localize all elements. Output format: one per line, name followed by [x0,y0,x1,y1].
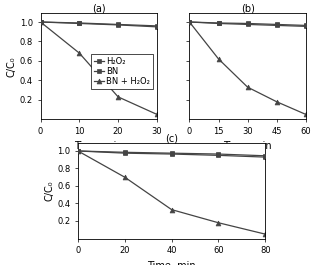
Title: (a): (a) [92,3,105,13]
BN [116,23,120,27]
H₂O₂ [304,24,308,27]
X-axis label: Time, min: Time, min [223,142,272,151]
Line: H₂O₂: H₂O₂ [76,149,268,158]
Line: BN: BN [187,20,308,29]
BN + H₂O₂ [170,208,173,211]
Line: BN: BN [38,20,159,29]
H₂O₂ [39,20,42,24]
H₂O₂ [217,152,220,156]
Y-axis label: C/C₀: C/C₀ [44,180,54,201]
H₂O₂ [246,22,250,25]
BN [246,23,250,26]
BN [304,25,308,28]
BN + H₂O₂ [77,51,81,55]
BN + H₂O₂ [188,20,191,24]
H₂O₂ [188,20,191,24]
BN + H₂O₂ [263,232,267,236]
Line: H₂O₂: H₂O₂ [187,20,308,28]
BN [39,20,42,24]
BN [188,20,191,24]
BN [155,25,159,28]
X-axis label: Time, min: Time, min [147,261,196,265]
H₂O₂ [116,23,120,26]
BN + H₂O₂ [116,95,120,99]
X-axis label: Time, min: Time, min [74,142,123,151]
BN + H₂O₂ [76,149,80,153]
Legend: H₂O₂, BN, BN + H₂O₂: H₂O₂, BN, BN + H₂O₂ [91,54,153,89]
BN + H₂O₂ [39,20,42,24]
H₂O₂ [77,21,81,25]
BN [263,156,267,159]
BN [217,154,220,157]
BN + H₂O₂ [246,86,250,89]
BN + H₂O₂ [123,176,127,179]
H₂O₂ [76,149,80,153]
BN [170,152,173,156]
BN + H₂O₂ [217,57,220,60]
BN + H₂O₂ [304,113,308,116]
BN [123,152,127,155]
H₂O₂ [123,151,127,154]
BN + H₂O₂ [155,113,159,116]
Title: (b): (b) [241,3,255,13]
H₂O₂ [263,154,267,157]
Title: (c): (c) [165,133,178,143]
Line: H₂O₂: H₂O₂ [38,20,159,28]
Line: BN + H₂O₂: BN + H₂O₂ [76,149,268,237]
H₂O₂ [155,24,159,28]
BN [217,22,220,25]
BN [76,149,80,153]
BN + H₂O₂ [217,221,220,224]
BN [77,22,81,25]
Line: BN: BN [76,149,268,160]
Line: BN + H₂O₂: BN + H₂O₂ [187,20,308,117]
BN [275,24,279,27]
Y-axis label: C/C₀: C/C₀ [7,56,17,77]
BN + H₂O₂ [275,100,279,103]
H₂O₂ [170,152,173,155]
H₂O₂ [275,23,279,26]
Line: BN + H₂O₂: BN + H₂O₂ [38,20,159,117]
H₂O₂ [217,21,220,25]
